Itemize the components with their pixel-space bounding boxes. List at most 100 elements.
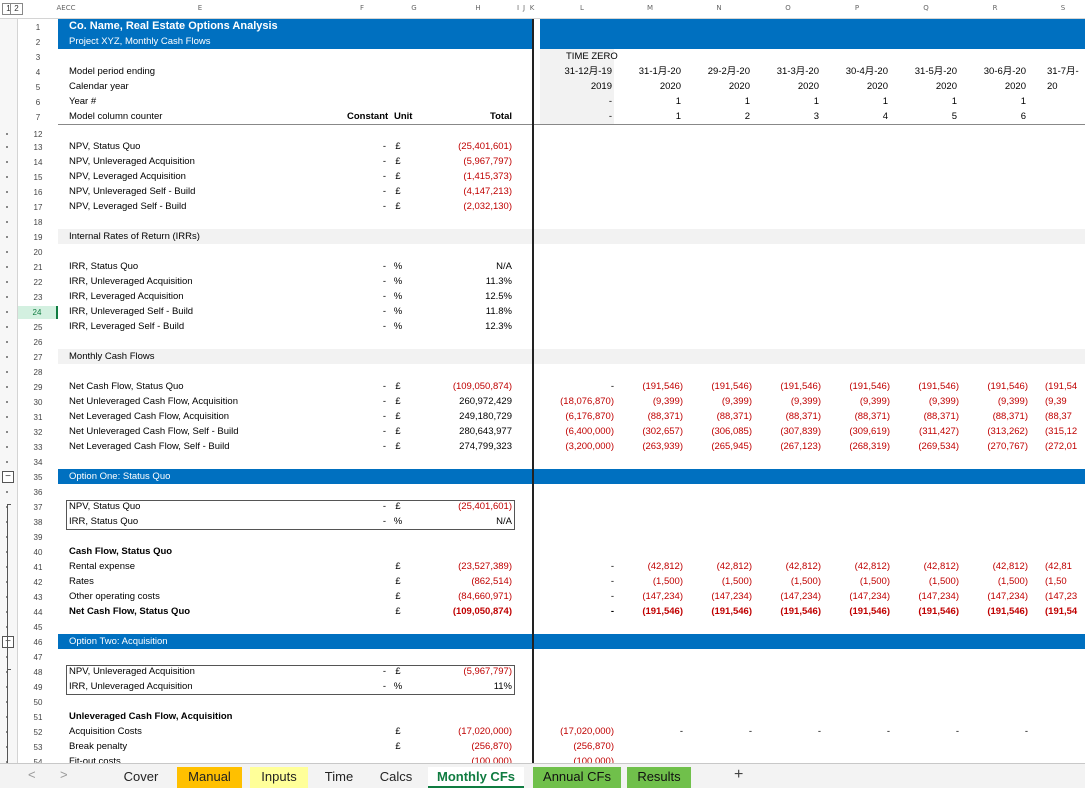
total-cell[interactable]: (2,032,130): [463, 201, 512, 212]
period-value-cell[interactable]: (147,234): [780, 591, 821, 602]
unit-cell[interactable]: %: [393, 276, 403, 287]
period-value-cell[interactable]: (42,812): [923, 561, 959, 572]
period-value-cell[interactable]: (191,546): [780, 381, 821, 392]
total-cell[interactable]: (5,967,797): [463, 156, 512, 167]
outline-level-2-button[interactable]: 2: [10, 3, 23, 15]
row-label[interactable]: Unleveraged Cash Flow, Acquisition: [69, 711, 233, 722]
row-number[interactable]: 34: [33, 458, 43, 467]
row-number[interactable]: 3: [35, 53, 41, 62]
period-value-cell[interactable]: (147,23: [1045, 591, 1078, 602]
row-label[interactable]: Cash Flow, Status Quo: [69, 546, 173, 557]
unit-cell[interactable]: £: [395, 396, 401, 407]
row-label[interactable]: Break penalty: [69, 741, 128, 752]
period-value-cell[interactable]: (270,767): [987, 441, 1028, 452]
row-number[interactable]: 1: [35, 23, 41, 32]
collapse-group-button[interactable]: −: [2, 471, 14, 483]
constant-cell[interactable]: -: [382, 186, 386, 197]
row-number[interactable]: 13: [33, 143, 43, 152]
period-value-cell[interactable]: (1,500): [790, 576, 821, 587]
period-value-cell[interactable]: (1,50: [1045, 576, 1067, 587]
row-number[interactable]: 45: [33, 623, 43, 632]
row-label[interactable]: NPV, Unleveraged Self - Build: [69, 186, 196, 197]
row-label[interactable]: Acquisition Costs: [69, 726, 142, 737]
column-header-o[interactable]: O: [785, 4, 791, 12]
tab-results[interactable]: Results: [627, 767, 691, 788]
column-header-h[interactable]: H: [475, 4, 481, 12]
row-label[interactable]: Option One: Status Quo: [69, 471, 171, 482]
column-header-e[interactable]: E: [197, 4, 203, 12]
row-label[interactable]: Net Cash Flow, Status Quo: [69, 381, 184, 392]
row-number[interactable]: 14: [33, 158, 43, 167]
constant-cell[interactable]: -: [382, 201, 386, 212]
constant-cell[interactable]: -: [382, 516, 386, 527]
period-value-cell[interactable]: (42,812): [854, 561, 890, 572]
period-value-cell[interactable]: (311,427): [919, 426, 959, 437]
total-cell[interactable]: N/A: [496, 516, 512, 527]
total-cell[interactable]: (109,050,874): [452, 606, 512, 617]
period-value-cell[interactable]: (268,319): [849, 441, 890, 452]
period-value-cell[interactable]: (88,371): [785, 411, 821, 422]
row-number[interactable]: 44: [33, 608, 43, 617]
prev-sheet-arrow-icon[interactable]: <: [28, 767, 36, 782]
unit-cell[interactable]: £: [395, 726, 401, 737]
period-value-cell[interactable]: -: [610, 591, 614, 602]
period-value-cell[interactable]: (147,234): [849, 591, 890, 602]
row-number[interactable]: 12: [33, 130, 43, 139]
period-value-cell[interactable]: (307,839): [780, 426, 821, 437]
row-label[interactable]: NPV, Unleveraged Acquisition: [69, 156, 195, 167]
unit-cell[interactable]: %: [393, 261, 403, 272]
period-value-cell[interactable]: (1,500): [859, 576, 890, 587]
row-label[interactable]: IRR, Unleveraged Acquisition: [69, 681, 193, 692]
period-value-cell[interactable]: (88,371): [992, 411, 1028, 422]
constant-cell[interactable]: -: [382, 666, 386, 677]
unit-cell[interactable]: £: [395, 441, 401, 452]
period-value-cell[interactable]: (18,076,870): [560, 396, 614, 407]
row-label[interactable]: Internal Rates of Return (IRRs): [69, 231, 200, 242]
period-value-cell[interactable]: -: [610, 381, 614, 392]
column-header-r[interactable]: R: [992, 4, 998, 12]
row-label[interactable]: IRR, Unleveraged Acquisition: [69, 276, 193, 287]
row-label[interactable]: Monthly Cash Flows: [69, 351, 155, 362]
column-header-p[interactable]: P: [854, 4, 860, 12]
period-value-cell[interactable]: (191,546): [642, 606, 683, 617]
row-number[interactable]: 30: [33, 398, 43, 407]
period-value-cell[interactable]: (6,176,870): [565, 411, 614, 422]
period-value-cell[interactable]: (9,399): [652, 396, 683, 407]
period-value-cell[interactable]: (263,939): [642, 441, 683, 452]
unit-cell[interactable]: £: [395, 561, 401, 572]
row-label[interactable]: NPV, Unleveraged Acquisition: [69, 666, 195, 677]
row-label[interactable]: IRR, Leveraged Self - Build: [69, 321, 185, 332]
row-number[interactable]: 18: [33, 218, 43, 227]
tab-annual-cfs[interactable]: Annual CFs: [533, 767, 621, 788]
period-value-cell[interactable]: (1,500): [652, 576, 683, 587]
row-label[interactable]: NPV, Leveraged Self - Build: [69, 201, 187, 212]
period-value-cell[interactable]: (9,399): [721, 396, 752, 407]
constant-cell[interactable]: -: [382, 321, 386, 332]
unit-cell[interactable]: £: [395, 591, 401, 602]
row-label[interactable]: NPV, Status Quo: [69, 501, 141, 512]
period-value-cell[interactable]: (191,546): [642, 381, 683, 392]
row-number[interactable]: 42: [33, 578, 43, 587]
total-cell[interactable]: 12.3%: [485, 321, 512, 332]
period-value-cell[interactable]: (1,500): [928, 576, 959, 587]
row-number[interactable]: 38: [33, 518, 43, 527]
period-value-cell[interactable]: -: [679, 726, 683, 737]
row-number[interactable]: 17: [33, 203, 43, 212]
total-cell[interactable]: 260,972,429: [459, 396, 512, 407]
period-value-cell[interactable]: -: [817, 726, 821, 737]
period-value-cell[interactable]: (191,54: [1045, 381, 1078, 392]
constant-cell[interactable]: -: [382, 141, 386, 152]
period-value-cell[interactable]: (6,400,000): [565, 426, 614, 437]
column-header-m[interactable]: M: [646, 4, 654, 12]
row-number[interactable]: 4: [35, 68, 41, 77]
unit-cell[interactable]: £: [395, 426, 401, 437]
period-value-cell[interactable]: (309,619): [849, 426, 890, 437]
total-cell[interactable]: 249,180,729: [459, 411, 512, 422]
constant-cell[interactable]: -: [382, 156, 386, 167]
tab-manual[interactable]: Manual: [177, 767, 242, 788]
row-label[interactable]: Option Two: Acquisition: [69, 636, 168, 647]
tab-inputs[interactable]: Inputs: [250, 767, 308, 788]
period-value-cell[interactable]: (9,399): [928, 396, 959, 407]
period-value-cell[interactable]: (9,399): [859, 396, 890, 407]
